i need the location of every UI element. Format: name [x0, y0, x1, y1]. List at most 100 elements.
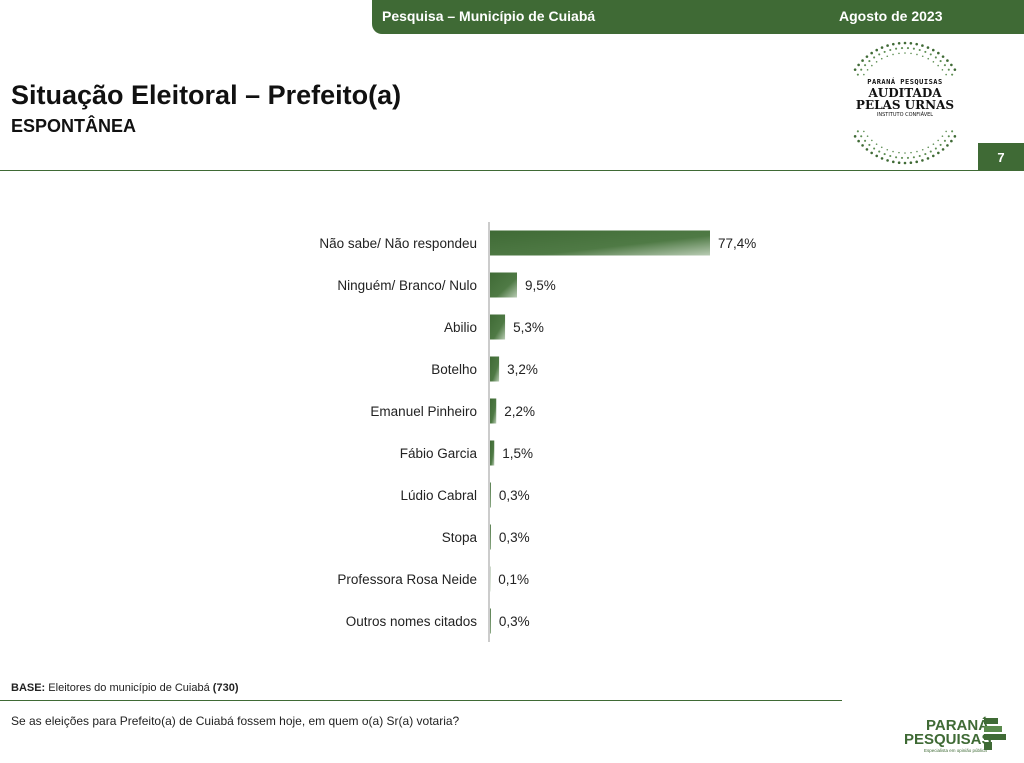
survey-question: Se as eleições para Prefeito(a) de Cuiab…: [11, 714, 460, 728]
seal-dot: [880, 46, 884, 49]
seal-dot: [886, 55, 889, 58]
survey-date: Agosto de 2023: [839, 8, 943, 24]
value-label: 0,3%: [499, 488, 530, 503]
value-label: 2,2%: [504, 404, 535, 419]
seal-dot: [886, 148, 889, 151]
seal-dot: [870, 151, 873, 155]
seal-dot: [871, 64, 873, 67]
seal-dot: [921, 159, 924, 162]
seal-dot: [864, 139, 867, 142]
seal-dot: [895, 47, 898, 50]
survey-label: Pesquisa – Município de Cuiabá: [382, 8, 596, 24]
value-label: 3,2%: [507, 362, 538, 377]
seal-dot: [883, 50, 886, 53]
bar: [490, 230, 710, 256]
seal-dot: [932, 61, 935, 63]
seal-dot: [915, 42, 919, 46]
seal-dot: [866, 135, 869, 137]
seal-dot: [895, 156, 898, 159]
seal-dot: [861, 59, 864, 62]
seal-dot: [900, 47, 904, 50]
seal-dot: [863, 130, 865, 133]
bar-chart: Não sabe/ Não respondeu 77,4% Ninguém/ Bra…: [0, 200, 1024, 660]
seal-dot: [860, 135, 863, 138]
seal-dot: [886, 159, 889, 162]
seal-dot: [880, 146, 883, 149]
seal-line-3: PELAS URNAS: [855, 98, 955, 112]
seal-line-1: PARANÁ PESQUISAS: [867, 78, 943, 86]
category-label: Fábio Garcia: [400, 446, 478, 461]
seal-dot: [915, 160, 919, 164]
seal-dot: [941, 148, 945, 151]
seal-dot: [871, 139, 873, 142]
page-subtitle: ESPONTÂNEA: [11, 116, 137, 136]
seal-dot: [924, 153, 927, 156]
seal-dot: [880, 157, 884, 160]
brand-logo: PARANÁ PESQUISAS Especialista em opinião…: [904, 714, 1014, 758]
seal-dot: [912, 156, 915, 159]
seal-dot: [946, 59, 949, 62]
seal-dot: [892, 53, 894, 56]
bar: [490, 314, 506, 340]
seal-dot: [953, 135, 957, 138]
seal-dot: [906, 47, 910, 50]
category-label: Emanuel Pinheiro: [370, 404, 477, 419]
seal-dot: [865, 148, 869, 151]
seal-dot: [868, 143, 871, 146]
seal-line-4: INSTITUTO CONFIÁVEL: [876, 112, 934, 118]
bar: [490, 356, 500, 382]
seal-dot: [889, 48, 892, 52]
seal-dot: [932, 143, 935, 145]
bar: [490, 524, 491, 550]
seal-dot: [909, 161, 913, 165]
seal-dot: [897, 41, 901, 45]
bar: [490, 440, 495, 466]
seal-dot: [904, 52, 906, 54]
category-label: Ninguém/ Branco/ Nulo: [337, 278, 477, 293]
seal-dot: [939, 143, 942, 146]
seal-dot: [863, 73, 865, 76]
seal-dot: [889, 154, 892, 158]
chart-svg: Não sabe/ Não respondeu 77,4% Ninguém/ Bra…: [319, 222, 756, 642]
bar: [490, 398, 497, 424]
seal-dot: [937, 51, 940, 55]
seal-dot: [900, 156, 904, 159]
footer-divider: [0, 700, 842, 701]
seal-dot: [875, 143, 878, 145]
seal-dot: [927, 146, 930, 149]
seal-dot: [937, 139, 939, 142]
seal-dot: [856, 73, 859, 76]
value-label: 1,5%: [502, 446, 533, 461]
seal-dot: [875, 61, 878, 63]
seal-dot: [950, 139, 953, 143]
seal-dot: [873, 147, 876, 150]
seal-dots-icon: [853, 41, 957, 165]
seal-dot: [941, 135, 944, 137]
base-note: BASE: Eleitores do município de Cuiabá (…: [11, 682, 238, 694]
base-label: BASE:: [11, 682, 46, 694]
seal-dot: [926, 157, 930, 160]
seal-dot: [929, 53, 932, 56]
seal-dot: [856, 130, 859, 133]
seal-dot: [943, 64, 946, 67]
category-label: Professora Rosa Neide: [337, 572, 477, 587]
page-title: Situação Eleitoral – Prefeito(a): [11, 80, 402, 110]
seal-dot: [861, 144, 864, 147]
category-label: Lúdio Cabral: [400, 488, 477, 503]
seal-dot: [868, 60, 871, 63]
category-label: Outros nomes citados: [346, 614, 478, 629]
seal-dot: [924, 50, 927, 53]
seal-dot: [926, 46, 930, 49]
seal-dot: [892, 150, 894, 153]
seal-dot: [951, 130, 954, 133]
seal-dot: [921, 55, 924, 58]
seal-dot: [943, 139, 946, 142]
base-text: Eleitores do município de Cuiabá: [48, 682, 210, 694]
category-label: Stopa: [442, 530, 478, 545]
category-label: Não sabe/ Não respondeu: [319, 236, 477, 251]
seal-dot: [946, 144, 949, 147]
bar: [490, 272, 518, 298]
seal-dot: [886, 44, 889, 47]
seal-dot: [945, 130, 947, 133]
seal-dot: [878, 53, 881, 56]
